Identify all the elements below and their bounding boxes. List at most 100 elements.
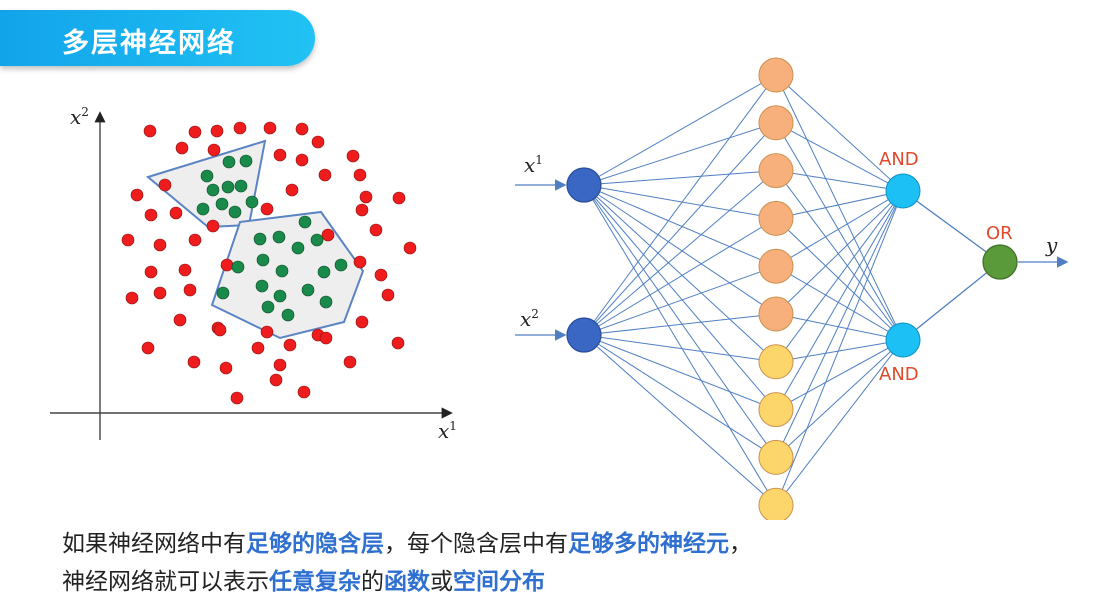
outer-point xyxy=(295,122,309,136)
or-label: OR xyxy=(986,223,1013,244)
inner-point xyxy=(253,232,267,246)
input-node-2 xyxy=(566,317,602,353)
edge xyxy=(583,184,777,219)
hidden-node-6 xyxy=(758,296,794,332)
edge xyxy=(775,339,904,506)
edge xyxy=(775,190,904,267)
edge xyxy=(775,74,904,341)
outer-point xyxy=(121,233,135,247)
inner-point xyxy=(216,286,230,300)
caption-text: ，每个隐含层中有 xyxy=(384,531,568,557)
edge xyxy=(775,74,904,192)
edge xyxy=(583,334,777,506)
edge xyxy=(583,334,777,411)
edge xyxy=(775,170,904,341)
edge xyxy=(583,170,777,336)
outer-point xyxy=(153,238,167,252)
edge xyxy=(775,339,904,458)
inner-point xyxy=(310,233,324,247)
input1-label: x1 xyxy=(524,153,543,177)
outer-point xyxy=(183,283,197,297)
outer-point xyxy=(319,331,333,345)
outer-point xyxy=(295,153,309,167)
input-node-1 xyxy=(566,167,602,203)
edge xyxy=(583,122,777,186)
outer-point xyxy=(273,358,287,372)
edge xyxy=(775,190,904,506)
outer-point xyxy=(213,323,227,337)
inner-point xyxy=(221,180,235,194)
edge xyxy=(775,190,904,219)
edge xyxy=(583,265,777,336)
outer-point xyxy=(353,168,367,182)
hidden-node-9 xyxy=(758,439,794,475)
inner-points xyxy=(196,154,348,322)
title-banner: 多层神经网络 xyxy=(0,10,315,66)
outer-point xyxy=(169,206,183,220)
hidden-node-3 xyxy=(758,153,794,189)
outer-point xyxy=(297,385,311,399)
page-title: 多层神经网络 xyxy=(62,28,236,59)
edge xyxy=(583,184,777,315)
outer-point xyxy=(403,241,417,255)
edge xyxy=(775,190,904,458)
edge xyxy=(583,184,777,458)
outer-point xyxy=(175,141,189,155)
inner-point xyxy=(231,260,245,274)
edge xyxy=(775,122,904,341)
inner-point xyxy=(256,253,270,267)
outer-point xyxy=(369,223,383,237)
scatter-diagram: x2 x1 xyxy=(50,105,457,443)
outer-point xyxy=(392,191,406,205)
outer-point xyxy=(188,233,202,247)
inner-point xyxy=(317,265,331,279)
inner-point xyxy=(272,230,286,244)
edge xyxy=(583,74,777,186)
caption-highlight: 空间分布 xyxy=(453,569,545,595)
caption-text: 或 xyxy=(430,569,453,595)
edge xyxy=(583,334,777,363)
inner-point xyxy=(275,264,289,278)
y-axis-label: x2 xyxy=(70,105,89,129)
caption-line-1: 如果神经网络中有足够的隐含层，每个隐含层中有足够多的神经元， xyxy=(62,524,752,558)
outer-point xyxy=(260,202,274,216)
edge xyxy=(583,184,777,363)
hidden-node-8 xyxy=(758,392,794,428)
outer-point xyxy=(144,265,158,279)
outer-point xyxy=(355,315,369,329)
hidden-node-10 xyxy=(758,487,794,520)
outer-point xyxy=(220,258,234,272)
inner-point xyxy=(273,289,287,303)
outer-point xyxy=(158,178,172,192)
outer-point xyxy=(207,143,221,157)
outer-point xyxy=(173,313,187,327)
edge xyxy=(583,334,777,458)
outer-point xyxy=(355,203,369,217)
edge xyxy=(775,170,904,192)
hidden-node-4 xyxy=(758,200,794,236)
caption-highlight: 任意复杂 xyxy=(269,569,361,595)
edge xyxy=(775,339,904,411)
edge xyxy=(775,122,904,192)
outer-point xyxy=(144,208,158,222)
caption-line-2: 神经网络就可以表示任意复杂的函数或空间分布 xyxy=(62,562,545,596)
edge xyxy=(583,74,777,336)
or-node xyxy=(982,244,1018,280)
inner-point xyxy=(255,279,269,293)
outer-point xyxy=(269,373,283,387)
and-node-bottom xyxy=(885,322,921,358)
outer-point xyxy=(321,228,335,242)
inner-point xyxy=(206,183,220,197)
outer-point xyxy=(153,286,167,300)
edge xyxy=(583,184,777,506)
outer-point xyxy=(178,263,192,277)
inner-point xyxy=(245,195,259,209)
network-edges xyxy=(515,74,1069,506)
outer-point xyxy=(359,190,373,204)
edge xyxy=(583,184,777,267)
outer-point xyxy=(251,341,265,355)
inner-point xyxy=(319,295,333,309)
caption-highlight: 足够多的神经元 xyxy=(568,531,729,557)
hidden-node-5 xyxy=(758,248,794,284)
edge xyxy=(902,261,1001,341)
